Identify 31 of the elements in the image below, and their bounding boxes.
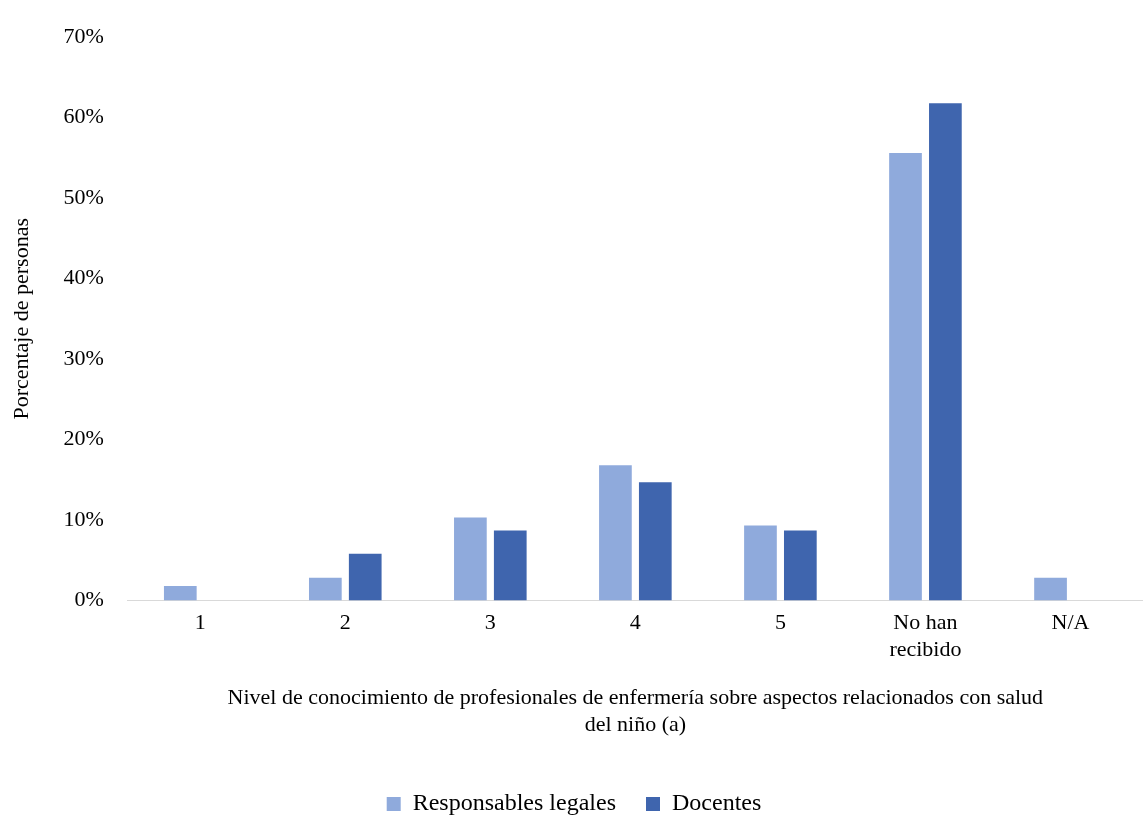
y-tick-label: 40% bbox=[63, 264, 104, 290]
bar bbox=[929, 103, 962, 601]
bar bbox=[308, 577, 342, 601]
x-tick-label: 2 bbox=[339, 609, 351, 635]
bar bbox=[1034, 577, 1067, 601]
bar bbox=[163, 585, 197, 601]
bar bbox=[744, 525, 777, 601]
y-tick-label: 20% bbox=[63, 425, 104, 451]
y-tick-label: 60% bbox=[63, 103, 104, 129]
bar bbox=[454, 517, 487, 601]
x-tick-label: 1 bbox=[194, 609, 206, 635]
x-tick-label: 5 bbox=[774, 609, 786, 635]
y-tick-label: 10% bbox=[63, 505, 104, 531]
bar bbox=[638, 482, 672, 601]
x-tick-label: No han recibido bbox=[889, 609, 962, 661]
x-tick-label: 4 bbox=[629, 609, 641, 635]
legend-label: Docentes bbox=[671, 789, 762, 816]
x-tick-label: N/A bbox=[1051, 609, 1090, 635]
y-tick-label: 70% bbox=[63, 22, 104, 48]
legend-label: Responsables legales bbox=[412, 789, 617, 816]
y-axis-title: Porcentaje de personas bbox=[7, 218, 33, 420]
bar bbox=[889, 153, 922, 601]
bar bbox=[493, 530, 527, 601]
bar bbox=[348, 553, 382, 601]
x-tick-label: 3 bbox=[484, 609, 496, 635]
y-tick-label: 0% bbox=[74, 586, 104, 612]
y-tick-label: 30% bbox=[63, 344, 104, 370]
bar bbox=[783, 530, 817, 601]
y-tick-label: 50% bbox=[63, 183, 104, 209]
bar bbox=[599, 465, 632, 601]
x-axis-title: Nivel de conocimiento de profesionales de enfermería sobre aspectos relacionados con salud del niño (a) bbox=[227, 684, 1044, 736]
